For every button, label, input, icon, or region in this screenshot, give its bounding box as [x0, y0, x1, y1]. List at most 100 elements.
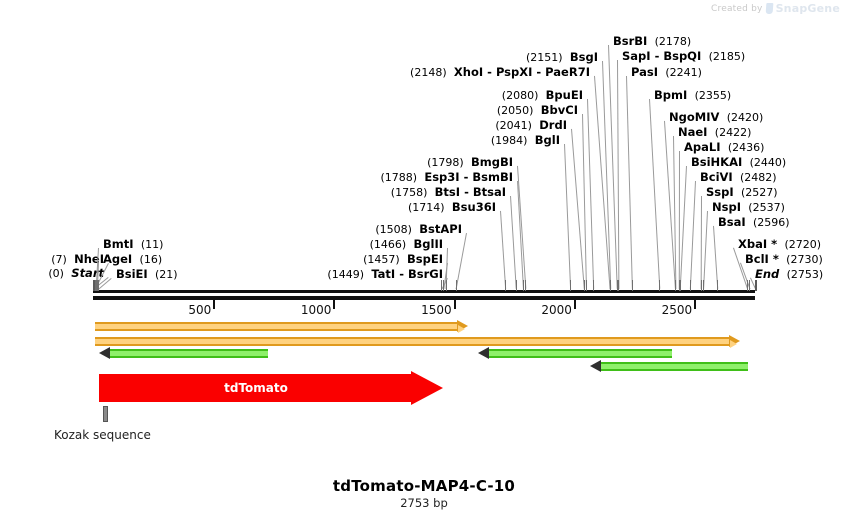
feature-f-green-1[interactable]	[99, 347, 268, 359]
enzyme-name: BciVI	[700, 170, 733, 184]
enzyme-position: (2537)	[748, 201, 785, 214]
enzyme-name: BbvCI	[540, 103, 578, 117]
feature-f-green-2[interactable]	[478, 347, 672, 359]
enzyme-site-label-xhoi[interactable]: (2148) XhoI - PspXI - PaeR7I	[0, 66, 590, 79]
enzyme-name: ApaLI	[684, 140, 721, 154]
enzyme-name-separator: -	[395, 267, 408, 281]
cut-site-tick-bsai	[717, 280, 719, 291]
enzyme-position: (7)	[51, 253, 67, 266]
enzyme-site-label-pasi[interactable]: PasI (2241)	[631, 66, 702, 79]
feature-f-orange-2[interactable]	[95, 335, 740, 348]
enzyme-name: BsgI	[569, 50, 598, 64]
enzyme-site-label-bmgbi[interactable]: (1798) BmgBI	[0, 156, 513, 169]
enzyme-position: (2720)	[784, 238, 822, 251]
ruler-tick	[333, 300, 336, 309]
enzyme-name: BtsI	[434, 185, 461, 199]
enzyme-position: (2420)	[726, 111, 764, 124]
feature-bar	[600, 362, 748, 371]
enzyme-site-label-bbvci[interactable]: (2050) BbvCI	[0, 104, 578, 117]
enzyme-position: (2080)	[501, 89, 539, 102]
enzyme-name: NspI	[712, 200, 741, 214]
enzyme-site-label-bsgi[interactable]: (2151) BsgI	[0, 51, 598, 64]
cds-body	[99, 374, 413, 402]
enzyme-position: (1758)	[390, 186, 428, 199]
enzyme-site-label-bsiei[interactable]: BsiEI (21)	[116, 268, 178, 281]
enzyme-name: BclI	[745, 252, 769, 266]
enzyme-site-label-bsrbi[interactable]: BsrBI (2178)	[613, 35, 691, 48]
enzyme-site-label-bsihkai[interactable]: BsiHKAI (2440)	[691, 156, 786, 169]
kozak-marker[interactable]	[103, 406, 108, 422]
cut-site-tick-naei	[675, 280, 677, 291]
ruler-tick	[573, 300, 576, 309]
enzyme-position: (2596)	[752, 216, 790, 229]
enzyme-name: SapI	[622, 49, 651, 63]
enzyme-site-label-bsai[interactable]: BsaI (2596)	[718, 216, 790, 229]
enzyme-name: End	[755, 267, 780, 281]
enzyme-site-label-end[interactable]: End (2753)	[755, 268, 823, 281]
cut-site-tick-btsi	[515, 280, 517, 291]
enzyme-site-label-naei[interactable]: NaeI (2422)	[678, 126, 751, 139]
enzyme-site-label-tati[interactable]: (1449) TatI - BsrGI	[0, 268, 443, 281]
feature-bar	[109, 349, 268, 358]
enzyme-site-label-bglii[interactable]: (1466) BglII	[0, 238, 443, 251]
enzyme-site-label-bsu36i[interactable]: (1714) Bsu36I	[0, 201, 496, 214]
enzyme-name-separator: -	[650, 49, 664, 63]
enzyme-position: (2241)	[665, 66, 702, 79]
feature-arrowhead-left-icon	[99, 347, 110, 359]
enzyme-name: BtsaI	[472, 185, 506, 199]
enzyme-site-label-apali[interactable]: ApaLI (2436)	[684, 141, 764, 154]
feature-f-orange-1[interactable]	[95, 320, 468, 333]
enzyme-site-label-nspi[interactable]: NspI (2537)	[712, 201, 785, 214]
cut-site-tick-bcli	[749, 280, 751, 291]
enzyme-site-label-sspi[interactable]: SspI (2527)	[706, 186, 778, 199]
enzyme-site-label-esp3i[interactable]: (1788) Esp3I - BsmBI	[0, 171, 513, 184]
cut-site-tick-agei	[96, 280, 98, 291]
cut-site-tick-bglii	[445, 280, 447, 291]
enzyme-name: BspQI	[663, 49, 702, 63]
enzyme-site-label-drdi[interactable]: (2041) DrdI	[0, 119, 567, 132]
enzyme-site-label-bstapi[interactable]: (1508) BstAPI	[0, 223, 462, 236]
enzyme-site-label-bmti[interactable]: BmtI (11)	[103, 238, 163, 251]
enzyme-name: XbaI	[738, 237, 768, 251]
enzyme-site-label-agei[interactable]: AgeI (16)	[103, 253, 162, 266]
star-icon: *	[767, 237, 778, 251]
cut-site-tick-xbai	[747, 280, 749, 291]
enzyme-position: (2422)	[714, 126, 752, 139]
enzyme-site-label-bpmi[interactable]: BpmI (2355)	[654, 89, 731, 102]
feature-cds-tdtomato[interactable]: tdTomato	[99, 371, 443, 405]
cut-site-tick-nspi	[703, 280, 705, 291]
cut-site-tick-bsgi	[610, 280, 612, 291]
feature-f-green-3[interactable]	[590, 360, 748, 372]
enzyme-position: (2482)	[740, 171, 777, 184]
enzyme-position: (1714)	[408, 201, 445, 214]
enzyme-site-label-bcli[interactable]: BclI * (2730)	[745, 253, 823, 266]
enzyme-site-label-ngomiv[interactable]: NgoMIV (2420)	[669, 111, 763, 124]
enzyme-name: BpmI	[654, 88, 688, 102]
enzyme-site-label-bcivi[interactable]: BciVI (2482)	[700, 171, 777, 184]
enzyme-name: BsmBI	[472, 170, 513, 184]
backbone-line	[93, 290, 755, 293]
enzyme-name: NgoMIV	[669, 110, 720, 124]
enzyme-site-label-bpuei[interactable]: (2080) BpuEI	[0, 89, 583, 102]
enzyme-name: BsrGI	[408, 267, 443, 281]
cut-site-tick-apali	[678, 280, 680, 291]
enzyme-site-label-sapi[interactable]: SapI - BspQI (2185)	[622, 50, 745, 63]
feature-bar	[488, 349, 672, 358]
enzyme-name: BsiEI	[116, 267, 148, 281]
cut-site-tick-sspi	[700, 280, 702, 291]
cut-site-tick-drdi	[583, 280, 585, 291]
enzyme-name: TatI	[371, 267, 396, 281]
enzyme-name: BglI	[534, 133, 560, 147]
ruler-tick-label: 1000	[300, 303, 332, 317]
feature-arrowhead-left-icon	[590, 360, 601, 372]
enzyme-name-separator: -	[459, 170, 473, 184]
enzyme-position: (0)	[48, 267, 64, 280]
enzyme-name-separator: -	[532, 65, 546, 79]
enzyme-site-label-bgli[interactable]: (1984) BglI	[0, 134, 560, 147]
enzyme-site-label-btsi[interactable]: (1758) BtsI - BtsaI	[0, 186, 506, 199]
enzyme-site-label-xbai[interactable]: XbaI * (2720)	[738, 238, 821, 251]
feature-arrowhead-fill-icon	[730, 339, 737, 348]
enzyme-site-label-bspei[interactable]: (1457) BspEI	[0, 253, 443, 266]
enzyme-position: (2151)	[525, 51, 563, 64]
enzyme-name: NaeI	[678, 125, 708, 139]
